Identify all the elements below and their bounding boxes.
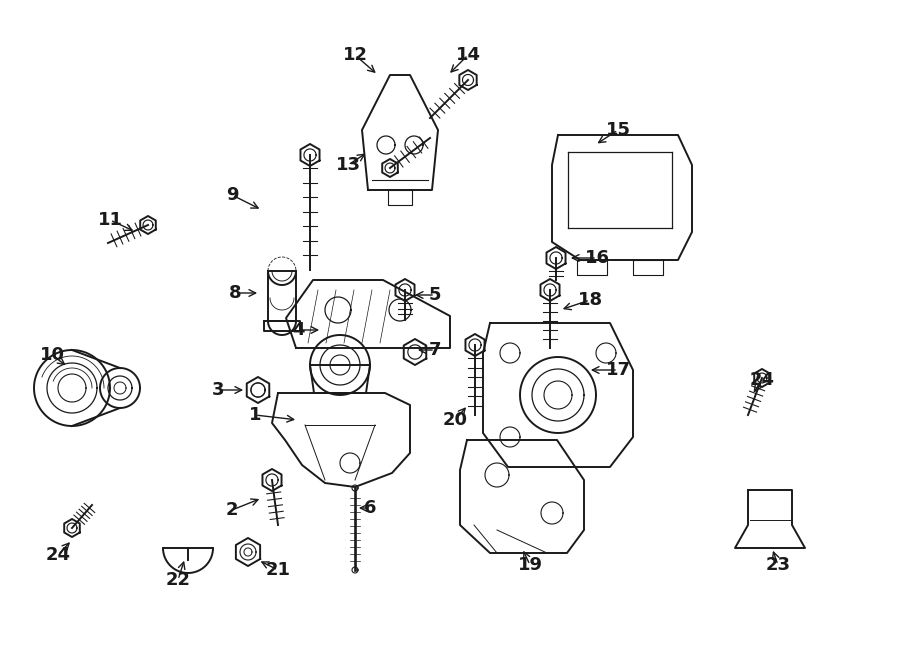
Text: 5: 5 xyxy=(428,286,441,304)
Text: 24: 24 xyxy=(46,546,70,564)
Text: 18: 18 xyxy=(578,291,603,309)
Text: 9: 9 xyxy=(226,186,239,204)
Text: 6: 6 xyxy=(364,499,376,517)
Text: 16: 16 xyxy=(584,249,609,267)
Text: 24: 24 xyxy=(750,371,775,389)
Text: 13: 13 xyxy=(336,156,361,174)
Text: 15: 15 xyxy=(606,121,631,139)
Text: 19: 19 xyxy=(518,556,543,574)
Text: 12: 12 xyxy=(343,46,367,64)
Text: 8: 8 xyxy=(229,284,241,302)
Text: 3: 3 xyxy=(212,381,224,399)
Text: 14: 14 xyxy=(455,46,481,64)
Text: 21: 21 xyxy=(266,561,291,579)
Text: 23: 23 xyxy=(766,556,790,574)
Text: 17: 17 xyxy=(606,361,631,379)
Text: 11: 11 xyxy=(97,211,122,229)
Text: 1: 1 xyxy=(248,406,261,424)
Text: 10: 10 xyxy=(40,346,65,364)
Text: 4: 4 xyxy=(292,321,304,339)
Text: 20: 20 xyxy=(443,411,467,429)
Text: 7: 7 xyxy=(428,341,441,359)
Text: 2: 2 xyxy=(226,501,239,519)
Text: 22: 22 xyxy=(166,571,191,589)
